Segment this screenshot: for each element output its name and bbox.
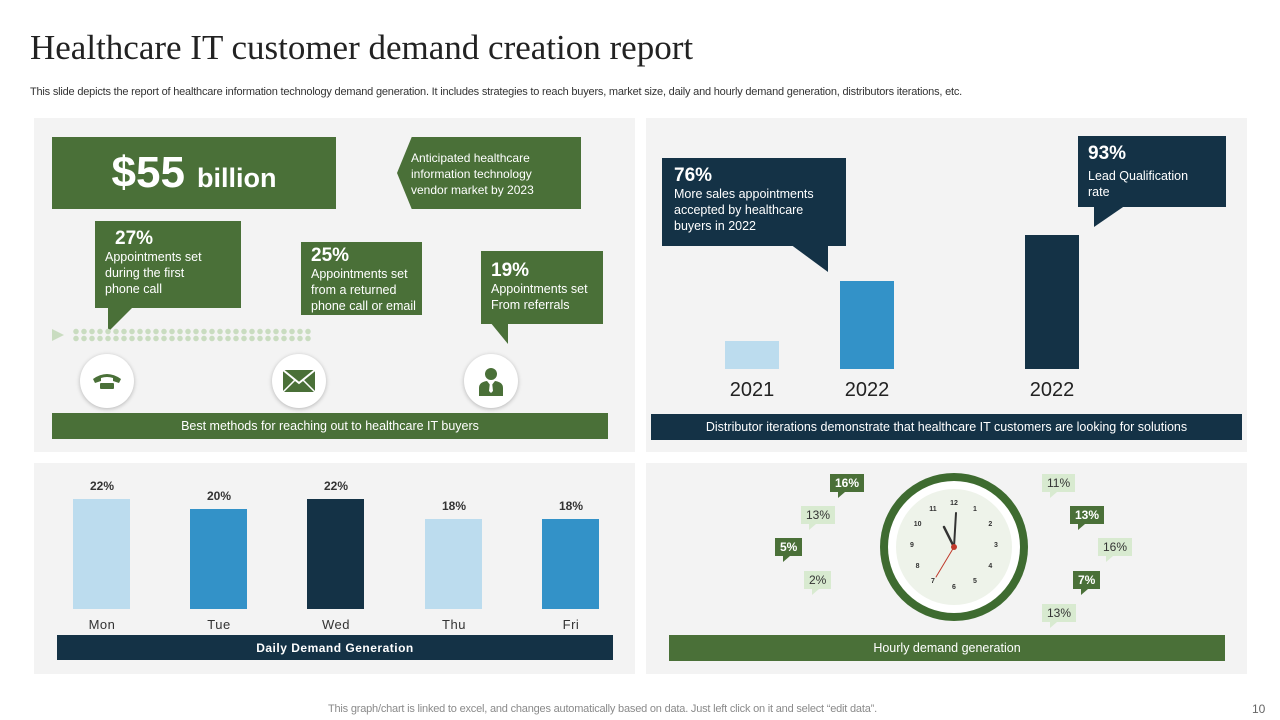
clock-center [951,544,957,550]
daily-bar-value: 20% [206,489,232,503]
hourly-tag-right-3: 16% [1098,538,1133,562]
person-icon [479,368,503,396]
referrals-callout: 19% Appointments set From referrals [481,251,603,324]
envelope-circle [272,354,326,408]
clock-numeral: 6 [952,584,956,591]
daily-demand-title: Daily Demand Generation [256,640,414,655]
clock-numeral: 7 [931,578,935,586]
market-description: Anticipated healthcare information techn… [411,151,534,197]
phone-circle [80,354,134,408]
timeline-arrow [52,329,64,341]
daily-bar-wed [307,499,364,609]
clock-numeral: 2 [988,521,993,528]
sales-appointments-text: More sales appointments accepted by heal… [674,187,814,233]
hourly-tag-left-1: 16% [830,474,865,498]
referrals-text: Appointments set From referrals [491,282,588,312]
clock-numeral: 1 [973,505,977,513]
clock-numeral: 4 [988,563,993,570]
envelope-icon [282,369,316,393]
daily-bar-tue [190,509,247,609]
daily-bar-value: 18% [441,499,467,513]
clock: 12 1 2 3 4 5 6 7 8 9 10 11 [880,473,1028,621]
bar-2022-lead [1025,235,1079,369]
daily-bar-value: 22% [323,479,349,493]
year-label-2: 2022 [844,379,890,401]
clock-numeral: 5 [973,578,977,586]
year-label-1: 2021 [729,379,775,401]
hourly-tag-right-4: 7% [1073,571,1101,595]
page-subtitle: This slide depicts the report of healthc… [30,86,963,98]
daily-demand-footer: Daily Demand Generation [57,635,613,660]
phone-call-pct: 27% [115,228,154,249]
phone-call-callout-tail [108,306,134,332]
daily-bar-value: 22% [89,479,115,493]
clock-numeral: 3 [994,542,998,549]
clock-numeral: 11 [929,505,937,513]
clock-numeral: 12 [950,500,958,507]
hourly-tag-right-2: 13% [1070,506,1105,530]
clock-minute-hand [953,512,957,548]
footer-note: This graph/chart is linked to excel, and… [328,703,877,715]
hourly-tag-right-5: 13% [1042,604,1077,628]
daily-bar-value: 18% [558,499,584,513]
lead-qualification-pct: 93% [1088,143,1127,164]
timeline-dots [72,328,312,342]
referrals-pct: 19% [491,260,530,281]
hourly-demand-footer: Hourly demand generation [669,635,1225,661]
year-label-3: 2022 [1029,379,1075,401]
daily-bar-fri [542,519,599,609]
clock-numeral: 10 [913,521,922,528]
phone-icon [93,374,121,389]
referrals-callout-tail [490,322,508,344]
daily-bar-thu [425,519,482,609]
hourly-tag-left-2: 13% [801,506,836,530]
distributor-footer: Distributor iterations demonstrate that … [651,414,1242,440]
bar-2022-sales [840,281,894,369]
sales-appointments-pct: 76% [674,165,713,186]
daily-demand-chart: 22% Mon 20% Tue 22% Wed 18% Thu 18% Fri [34,463,635,643]
hourly-tag-left-4: 2% [804,571,832,595]
hourly-demand-title: Hourly demand generation [873,641,1021,655]
daily-bar-mon [73,499,130,609]
phone-call-callout: 27% Appointments set during the first ph… [95,221,241,308]
distributor-footer-text: Distributor iterations demonstrate that … [705,420,1188,434]
lead-qualification-tail [1094,205,1126,227]
daily-bar-category: Wed [322,617,350,632]
hourly-tag-right-1: 11% [1042,474,1076,498]
clock-second-hand [935,546,955,578]
returned-call-text: Appointments set from a returned phone c… [311,267,416,313]
clock-hour-hand [942,525,956,549]
lead-qualification-callout: 93% Lead Qualification rate [1078,136,1226,207]
daily-bar-category: Fri [562,617,580,632]
methods-footer: Best methods for reaching out to healthc… [52,413,608,439]
sales-appointments-tail [790,244,828,272]
sales-appointments-callout: 76% More sales appointments accepted by … [662,158,846,246]
daily-bar-category: Mon [88,617,116,632]
person-circle [464,354,518,408]
methods-footer-text: Best methods for reaching out to healthc… [181,419,479,433]
market-size-box: $55 billion [52,137,336,209]
hourly-tag-left-3: 5% [775,538,803,562]
bar-2021 [725,341,779,369]
page-number: 10 [1252,702,1266,716]
market-amount: $55 [111,148,185,197]
daily-bar-category: Tue [207,617,231,632]
page-title: Healthcare IT customer demand creation r… [30,28,694,67]
clock-numeral: 8 [915,563,920,570]
phone-call-text: Appointments set during the first phone … [105,250,202,296]
clock-numeral: 9 [910,542,914,549]
lead-qualification-text: Lead Qualification rate [1088,169,1189,199]
market-unit: billion [196,162,277,193]
daily-bar-category: Thu [442,617,466,632]
returned-call-callout: 25% Appointments set from a returned pho… [301,242,422,315]
clock-hands [935,512,957,578]
market-description-callout: Anticipated healthcare information techn… [397,137,581,209]
returned-call-pct: 25% [311,245,350,266]
clock-face: 12 1 2 3 4 5 6 7 8 9 10 11 [896,489,1012,605]
